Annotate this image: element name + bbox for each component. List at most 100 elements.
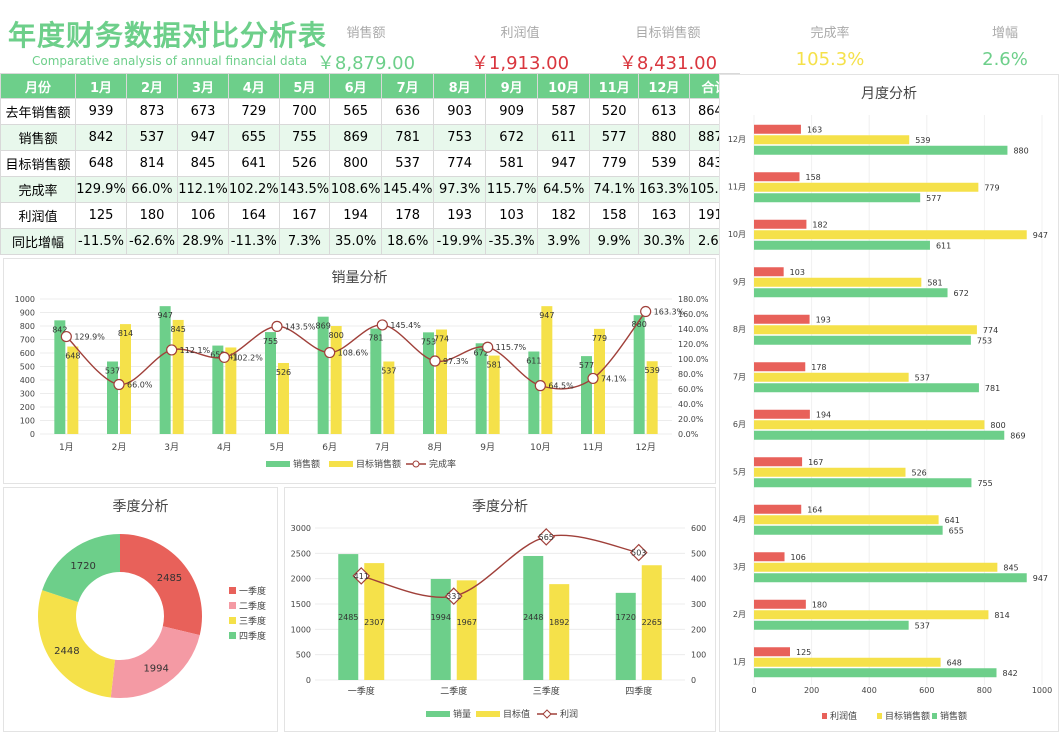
table-cell: 125 [75, 202, 127, 229]
bar-sales [265, 332, 276, 434]
dashboard-header: 年度财务数据对比分析表 Comparative analysis of annu… [0, 0, 1060, 75]
bar-value-label: 781 [985, 384, 1000, 393]
bar-sales [54, 320, 66, 434]
y-tick-label: 4月 [733, 515, 746, 524]
bar-sales [338, 554, 359, 680]
table-cell: 611 [537, 124, 591, 151]
x-tick-label: 200 [804, 686, 819, 695]
bar-target [754, 515, 939, 525]
row-label: 销售额 [0, 124, 76, 151]
bar-profit [754, 409, 810, 419]
bar-target [754, 467, 906, 477]
bar-target [278, 362, 289, 434]
data-label-sales: 781 [368, 334, 383, 343]
table-cell: 800 [329, 150, 383, 177]
bar-target [641, 565, 662, 680]
table-cell: 565 [329, 98, 383, 125]
bar-profit [754, 552, 785, 562]
table-cell: 869 [329, 124, 383, 151]
bar-value-label: 158 [806, 173, 821, 182]
table-cell: 781 [381, 124, 435, 151]
bar-value-label: 842 [1002, 669, 1017, 678]
row-label: 目标销售额 [0, 150, 76, 177]
y-tick-label: 10月 [728, 230, 746, 239]
table-row: 同比增幅 -11.5% -62.6% 28.9% -11.3% 7.3% 35.0% 18.6… [0, 228, 741, 255]
row-label: 利润值 [0, 202, 76, 229]
data-label-sales: 2485 [338, 613, 358, 622]
y2-tick-label: 160.0% [678, 310, 709, 319]
legend-swatch-target [329, 461, 353, 467]
table-cell: 66.0% [126, 176, 178, 203]
data-label-sales: 577 [579, 361, 594, 370]
bar-sales [754, 620, 909, 630]
bar-target [364, 563, 385, 680]
legend-label: 四季度 [239, 630, 266, 642]
legend-swatch-target [476, 711, 500, 717]
completion-point [166, 344, 178, 356]
sales-chart: 0 100 200 300 400 500 600 700 800 900 1000 0.0% 20.0… [15, 295, 709, 470]
x-tick-label: 2月 [112, 442, 127, 453]
bar-profit [754, 172, 800, 182]
y2-tick-label: 0 [691, 676, 696, 685]
bar-value-label: 648 [947, 658, 962, 667]
completion-label: 145.4% [390, 321, 421, 330]
completion-label: 115.7% [496, 343, 527, 352]
table-cell: 64.5% [537, 176, 591, 203]
row-label: 去年销售额 [0, 98, 76, 125]
bar-target [754, 372, 909, 382]
kpi-value: ￥1,913.00 [470, 53, 570, 74]
bar-value-label: 537 [915, 621, 930, 630]
table-header-cell: 11月 [589, 73, 640, 99]
kpi-profit: 利润值 ￥1,913.00 [450, 22, 590, 75]
data-label-target: 581 [487, 361, 502, 370]
bar-value-label: 125 [796, 648, 811, 657]
y-tick-label: 6月 [733, 420, 746, 429]
table-cell: 97.3% [433, 176, 487, 203]
chart-title: 季度分析 [472, 499, 528, 515]
data-label-target: 2307 [364, 618, 384, 627]
data-label-sales: 1720 [616, 613, 636, 622]
bar-target [754, 182, 979, 192]
data-label-target: 1967 [457, 618, 477, 627]
y-tick-label: 300 [20, 390, 35, 399]
table-header-cell: 9月 [485, 73, 539, 99]
kpi-sales: 销售额 ￥8,879.00 [296, 22, 436, 75]
table-cell: 526 [278, 150, 331, 177]
bar-value-label: 611 [936, 241, 951, 250]
table-row: 销售额 842 537 947 655 755 869 781 753 672 611 577 880 8… [0, 124, 741, 151]
bar-value-label: 539 [915, 136, 930, 145]
y-tick-label: 100 [20, 417, 35, 426]
bar-sales [615, 592, 636, 680]
y-tick-label: 1000 [291, 625, 311, 634]
table-cell: 909 [485, 98, 539, 125]
y2-tick-label: 100 [691, 651, 706, 660]
data-table: 月份 1月 2月 3月 4月 5月 6月 7月 8月 9月 10月 11月 12月 合计 去年销售额 939 8… [0, 73, 741, 255]
completion-point [482, 341, 494, 353]
table-cell: 880 [638, 124, 690, 151]
legend-label: 目标值 [503, 708, 530, 720]
kpi-label: 销售额 [346, 26, 386, 41]
legend-label: 二季度 [239, 600, 266, 612]
table-row: 完成率 129.9% 66.0% 112.1% 102.2% 143.5% 108.6% 14… [0, 176, 741, 203]
kpi-target: 目标销售额 ￥8,431.00 [598, 22, 738, 75]
x-tick-label: 600 [919, 686, 934, 695]
completion-label: 143.5% [285, 322, 316, 331]
data-label-target: 947 [539, 311, 554, 320]
table-cell: 537 [126, 124, 178, 151]
bar-target [594, 328, 605, 434]
table-cell: -35.3% [485, 228, 539, 255]
y-tick-label: 8月 [733, 325, 746, 334]
legend-swatch [229, 602, 236, 609]
bar-target [754, 325, 977, 335]
x-tick-label: 5月 [270, 442, 285, 453]
table-cell: 577 [589, 124, 640, 151]
bar-sales [754, 240, 930, 250]
y-tick-label: 2000 [291, 575, 311, 584]
data-label-target: 774 [434, 335, 449, 344]
bar-value-label: 526 [911, 468, 926, 477]
data-label-sales: 880 [632, 320, 647, 329]
y-tick-label: 9月 [733, 277, 746, 286]
legend-label: 三季度 [239, 615, 266, 627]
x-tick-label: 7月 [375, 442, 390, 453]
bar-profit [754, 599, 806, 609]
